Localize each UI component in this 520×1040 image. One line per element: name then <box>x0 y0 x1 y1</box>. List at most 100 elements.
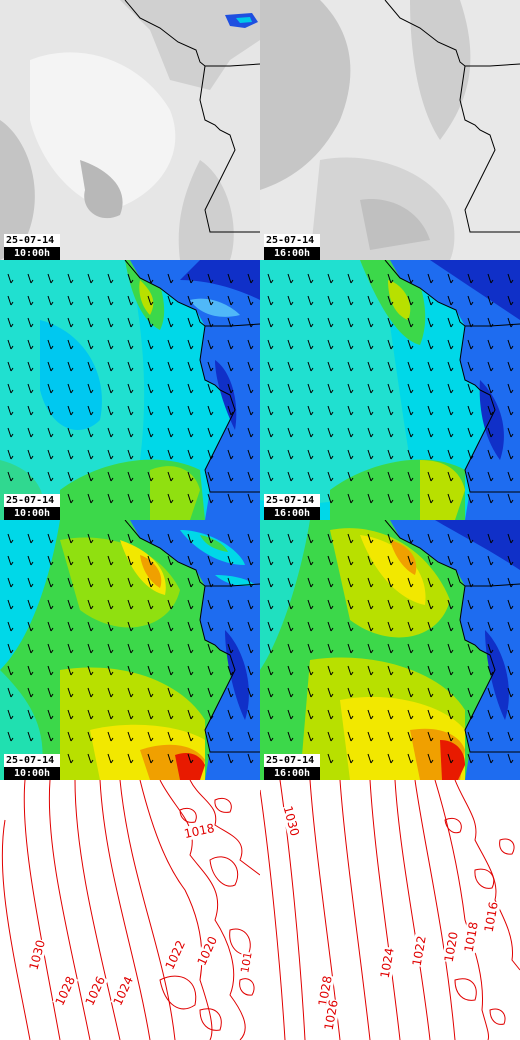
wind-arrow-head <box>350 539 354 544</box>
wind-arrow-head <box>230 477 234 482</box>
wind-arrow <box>447 383 452 394</box>
wind-arrow <box>267 533 272 544</box>
wind-arrow-head <box>310 367 314 372</box>
wind-arrow-head <box>90 627 94 632</box>
wind-arrow <box>27 621 32 632</box>
wind-arrow-head <box>110 455 114 460</box>
wind-arrow <box>487 709 492 720</box>
wind-arrow-head <box>230 583 234 588</box>
cloud-map-10h: 25-07-14 10:00h <box>0 0 260 260</box>
wind-arrow-head <box>150 693 154 698</box>
wind-arrow-head <box>370 583 374 588</box>
wind-arrow-head <box>150 539 154 544</box>
wind-arrow <box>287 577 292 588</box>
wind-arrow <box>187 555 192 566</box>
wind-arrow-head <box>150 737 154 742</box>
wind-arrow-head <box>270 367 274 372</box>
wind-arrow-head <box>430 367 434 372</box>
wind-arrow-head <box>70 301 74 306</box>
wind-arrow <box>127 599 132 610</box>
wind-arrow-head <box>50 433 54 438</box>
wind-arrow-head <box>30 649 34 654</box>
wind-arrow <box>347 449 352 460</box>
wind-arrow <box>267 383 272 394</box>
wind-arrow <box>387 383 392 394</box>
wind-arrow <box>307 731 312 742</box>
wind-arrow <box>147 383 152 394</box>
wind-arrow-head <box>510 759 514 764</box>
wind-arrow-head <box>150 455 154 460</box>
wind-arrow <box>387 577 392 588</box>
wind-arrow-head <box>470 715 474 720</box>
wind-arrow-head <box>210 411 214 416</box>
wind-arrow-head <box>390 627 394 632</box>
wind-arrow <box>167 643 172 654</box>
wind-arrow <box>287 533 292 544</box>
wind-arrow <box>247 493 252 504</box>
wind-arrow <box>267 731 272 742</box>
wind-arrow <box>67 383 72 394</box>
wind-arrow <box>447 295 452 306</box>
wind-arrow-head <box>10 411 14 416</box>
wind-arrow <box>107 577 112 588</box>
wind-arrow <box>167 665 172 676</box>
wind-arrow <box>47 643 52 654</box>
wind-arrow-head <box>70 279 74 284</box>
wind-arrow-head <box>350 759 354 764</box>
wind-arrow-head <box>370 323 374 328</box>
wind-arrow-head <box>510 499 514 504</box>
wind-arrow <box>167 599 172 610</box>
wind-arrow-head <box>370 627 374 632</box>
wind-arrow-head <box>170 345 174 350</box>
wind-arrow-head <box>390 605 394 610</box>
wind-arrow-head <box>230 605 234 610</box>
wind-arrow-head <box>510 627 514 632</box>
wind-arrow <box>7 317 12 328</box>
wind-arrow <box>87 687 92 698</box>
wind-arrow-head <box>390 279 394 284</box>
wind-arrow <box>387 405 392 416</box>
wind-arrow-head <box>430 477 434 482</box>
wind-arrow-head <box>270 605 274 610</box>
wind-arrow-head <box>50 605 54 610</box>
wind-arrow <box>47 599 52 610</box>
wind-arrow <box>7 687 12 698</box>
wind-arrow <box>207 731 212 742</box>
wind-arrow-head <box>310 411 314 416</box>
wind-arrow-head <box>50 455 54 460</box>
wind-arrow-head <box>430 301 434 306</box>
wind-arrow-head <box>510 737 514 742</box>
date-label: 25-07-14 <box>264 494 320 507</box>
wind-arrow <box>27 709 32 720</box>
wind-arrow-head <box>270 671 274 676</box>
wind-arrow <box>347 599 352 610</box>
wind-arrow-head <box>450 649 454 654</box>
wind-arrow <box>387 753 392 764</box>
wind-arrow-head <box>190 389 194 394</box>
wind-arrow-head <box>90 389 94 394</box>
wind-arrow <box>387 665 392 676</box>
wind-arrow <box>67 493 72 504</box>
timestamp-label: 25-07-14 16:00h <box>264 494 320 520</box>
wind-arrow-head <box>230 671 234 676</box>
wind-arrow <box>307 471 312 482</box>
wind-arrow-head <box>210 627 214 632</box>
wind-arrow <box>227 493 232 504</box>
wind-arrow <box>387 687 392 698</box>
wind-arrow <box>47 577 52 588</box>
wind-arrow <box>307 643 312 654</box>
wind-arrow-head <box>390 411 394 416</box>
wind-arrow-head <box>190 539 194 544</box>
wind-arrow-head <box>250 411 254 416</box>
wind-arrow <box>507 471 512 482</box>
wind-arrow <box>187 643 192 654</box>
wind-arrow <box>247 317 252 328</box>
wind-arrow-head <box>470 411 474 416</box>
wind-arrow <box>207 599 212 610</box>
wind-arrow <box>407 555 412 566</box>
wind-arrow-head <box>510 649 514 654</box>
wind-arrow <box>7 555 12 566</box>
wind-arrow <box>147 273 152 284</box>
wind-arrow <box>327 687 332 698</box>
wind-arrow <box>427 427 432 438</box>
